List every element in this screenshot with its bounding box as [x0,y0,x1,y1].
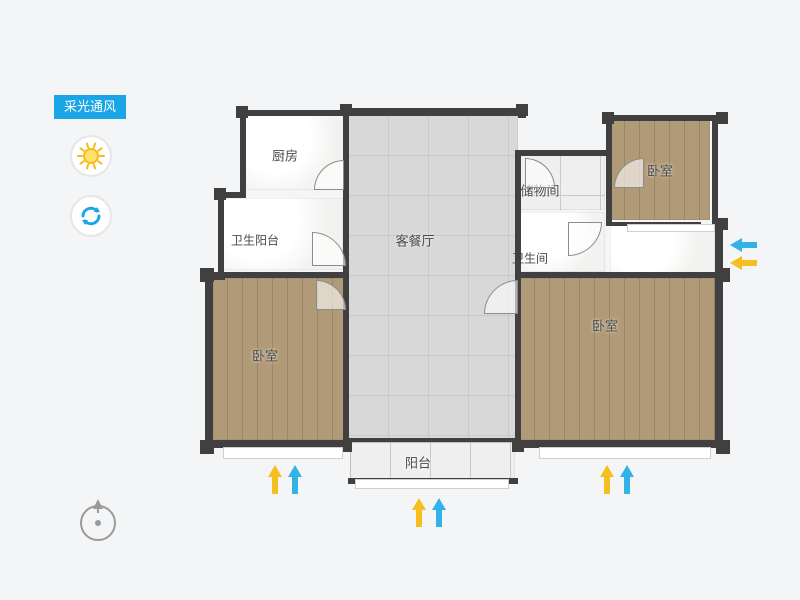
column [516,104,528,116]
room-bed_se [520,278,715,440]
room-label-bed_ne: 卧室 [647,161,673,180]
room-marble_e [610,225,715,275]
wall [715,272,723,448]
column [200,268,214,282]
column [716,112,728,124]
room-label-kitchen: 厨房 [272,146,298,165]
wall [205,440,350,448]
wall [712,115,718,225]
column [716,440,730,454]
lighting-ventilation-tag: 采光通风 [54,95,126,119]
column [602,112,614,124]
room-living [348,115,518,440]
wall [343,272,349,444]
wall [515,440,720,448]
sun-icon [77,142,105,170]
wall [606,115,612,225]
ventilation-toggle[interactable] [70,195,112,237]
room-label-bath_w: 卫生阳台 [231,232,279,249]
room-label-living: 客餐厅 [395,231,434,250]
column [716,268,730,282]
room-balcony [350,442,515,480]
column [340,104,352,116]
column [236,106,248,118]
window-sill [628,225,714,231]
wall [240,110,246,192]
column [512,440,524,452]
wall [213,272,345,278]
sunlight-toggle[interactable] [70,135,112,177]
wall [606,115,716,121]
column [214,188,226,200]
wall [344,108,522,116]
compass-icon [80,505,116,541]
room-label-bed_se: 卧室 [592,316,618,335]
window-sill [540,448,710,458]
column [716,218,728,230]
room-label-balcony: 阳台 [405,453,431,472]
wall [218,192,224,274]
wall [343,110,349,275]
wall [606,272,721,278]
wall [205,272,213,447]
wall [518,272,608,278]
wall [515,150,521,278]
wall [518,150,608,156]
window-sill [224,448,342,458]
room-label-bed_sw: 卧室 [252,346,278,365]
cycle-icon [77,202,105,230]
floorplan-canvas: 厨房客餐厅储物间卧室卫生间卫生阳台卧室卧室阳台采光通风 [0,0,800,600]
wall [348,438,518,442]
window-sill [356,480,508,488]
wall [240,110,348,116]
column [200,440,214,454]
